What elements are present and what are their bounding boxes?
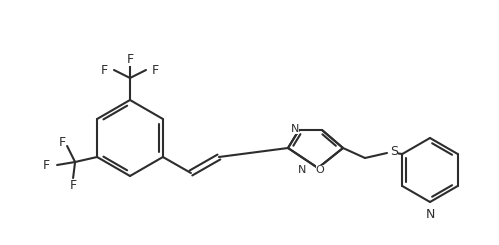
Text: F: F bbox=[43, 159, 50, 172]
Text: N: N bbox=[291, 124, 299, 134]
Text: S: S bbox=[390, 145, 398, 158]
Text: N: N bbox=[298, 165, 306, 175]
Text: N: N bbox=[425, 208, 435, 221]
Text: F: F bbox=[126, 52, 134, 65]
Text: F: F bbox=[101, 63, 108, 76]
Text: F: F bbox=[152, 63, 159, 76]
Text: F: F bbox=[69, 179, 77, 192]
Text: F: F bbox=[58, 135, 66, 148]
Text: O: O bbox=[316, 165, 324, 175]
